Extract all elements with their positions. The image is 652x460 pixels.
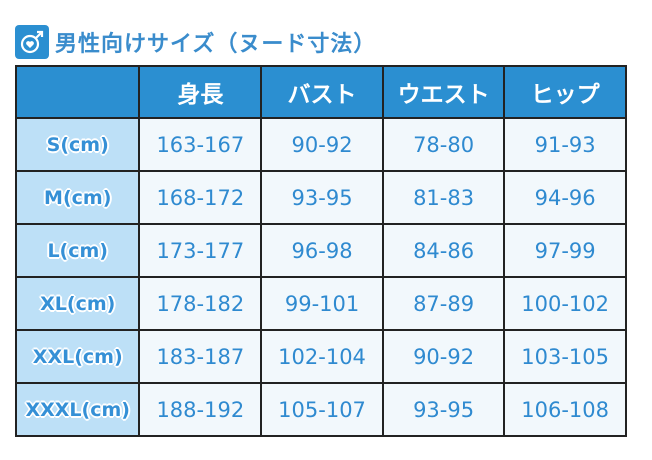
bust-cell: 105-107 (260, 382, 384, 437)
table-row: S(cm) 163-167 90-92 78-80 91-93 (14, 117, 627, 172)
height-cell: 188-192 (138, 382, 263, 437)
bust-cell: 102-104 (260, 329, 384, 384)
table-row: L(cm) 173-177 96-98 84-86 97-99 (14, 223, 627, 278)
hip-cell: 106-108 (503, 382, 627, 437)
hip-cell: 100-102 (503, 276, 627, 331)
height-cell: 173-177 (138, 223, 263, 278)
size-table: 身長 バスト ウエスト ヒップ S(cm) 163-167 90-92 78-80 91… (14, 65, 627, 437)
waist-cell: 78-80 (381, 117, 506, 172)
bust-cell: 93-95 (260, 170, 384, 225)
header-height: 身長 (138, 65, 263, 119)
size-label: M(cm) (14, 170, 141, 225)
waist-cell: 87-89 (381, 276, 506, 331)
header-hip: ヒップ (503, 65, 627, 119)
bust-cell: 96-98 (260, 223, 384, 278)
hip-cell: 91-93 (503, 117, 627, 172)
title-text: 男性向けサイズ（ヌード寸法） (55, 31, 377, 57)
height-cell: 168-172 (138, 170, 263, 225)
height-cell: 183-187 (138, 329, 263, 384)
waist-cell: 84-86 (381, 223, 506, 278)
table-row: XXL(cm) 183-187 102-104 90-92 103-105 (14, 329, 627, 384)
table-row: XL(cm) 178-182 99-101 87-89 100-102 (14, 276, 627, 331)
header-blank (14, 65, 141, 119)
bust-cell: 99-101 (260, 276, 384, 331)
height-cell: 163-167 (138, 117, 263, 172)
header-waist: ウエスト (381, 65, 506, 119)
male-symbol-heart-icon (15, 25, 49, 59)
hip-cell: 103-105 (503, 329, 627, 384)
table-row: M(cm) 168-172 93-95 81-83 94-96 (14, 170, 627, 225)
size-label: S(cm) (14, 117, 141, 172)
header-row: 身長 バスト ウエスト ヒップ (14, 65, 627, 119)
header-bust: バスト (260, 65, 384, 119)
hip-cell: 97-99 (503, 223, 627, 278)
size-label: XXL(cm) (14, 329, 141, 384)
size-label: L(cm) (14, 223, 141, 278)
waist-cell: 93-95 (381, 382, 506, 437)
table-row: XXXL(cm) 188-192 105-107 93-95 106-108 (14, 382, 627, 437)
waist-cell: 81-83 (381, 170, 506, 225)
waist-cell: 90-92 (381, 329, 506, 384)
bust-cell: 90-92 (260, 117, 384, 172)
chart-title: 男性向けサイズ（ヌード寸法） (15, 24, 376, 60)
height-cell: 178-182 (138, 276, 263, 331)
size-label: XXXL(cm) (14, 382, 141, 437)
size-label: XL(cm) (14, 276, 141, 331)
hip-cell: 94-96 (503, 170, 627, 225)
